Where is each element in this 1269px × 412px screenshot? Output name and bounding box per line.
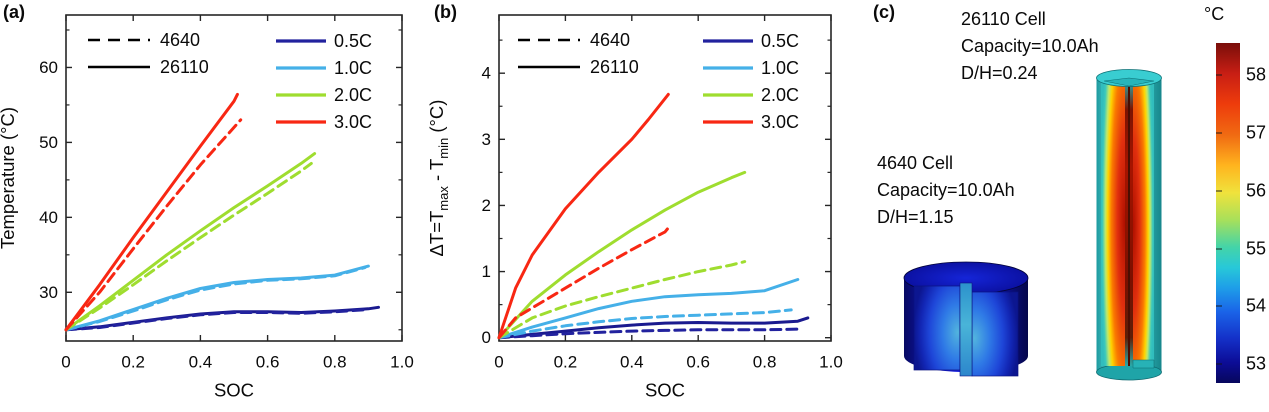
axes-box — [498, 14, 832, 342]
series-4640-2.0c — [64, 161, 313, 332]
y-axis-label: Temperature (°C) — [0, 107, 18, 249]
cell-4640-center-core — [959, 282, 973, 377]
y-tick-label: 4 — [482, 64, 491, 83]
panel-a-temperature-chart: 0 0.2 0.4 0.6 0.8 1.0 30 40 50 60 SOC Temperature (… — [0, 2, 414, 401]
colorbar-tick-mark — [1216, 247, 1222, 250]
cell-4640-capacity: Capacity=10.0Ah — [877, 180, 1015, 200]
colorbar-tick-label: 53 — [1246, 353, 1267, 374]
cell-26110-mandrel-line — [1128, 81, 1130, 366]
cell-26110-cut-face-left — [1101, 81, 1125, 366]
panel-c-thermal-render: (c) 26110 Cell Capacity=10.0Ah D/H=0.24 … — [860, 0, 1269, 412]
series-26110-2.0c — [64, 152, 317, 332]
legend-linestyle-label: 26110 — [160, 57, 209, 77]
y-tick-label: 3 — [482, 130, 491, 149]
legend-series-label: 2.0C — [761, 85, 799, 105]
x-tick-label: 0 — [494, 353, 503, 372]
panel-c-label: (c) — [873, 2, 895, 22]
x-axis-label: SOC — [645, 380, 685, 401]
series-26110-2.0c — [497, 170, 747, 340]
legend-series-label: 3.0C — [761, 112, 799, 132]
legend-series-label: 1.0C — [334, 58, 372, 78]
y-tick-label: 0 — [482, 328, 491, 347]
cell-4640-cut-face-left — [913, 285, 961, 371]
cell-4640-render — [903, 261, 1029, 377]
colorbar-tick-mark — [1216, 74, 1222, 77]
cell-26110-render — [1096, 69, 1162, 381]
colorbar-tick-mark — [1216, 189, 1222, 192]
x-axis-label: SOC — [214, 380, 254, 401]
series-4640-0.5c — [64, 308, 370, 332]
series-4640-1.0c — [497, 308, 793, 340]
panel-label: (a) — [3, 2, 25, 22]
colorbar-tick-label: 57 — [1246, 122, 1267, 143]
colorbar-tick-label: 54 — [1246, 295, 1267, 316]
series-26110-0.5c — [497, 316, 810, 340]
x-tick-label: 0.4 — [189, 353, 213, 372]
x-tick-label: 0.6 — [256, 353, 280, 372]
x-tick-label: 1.0 — [390, 353, 414, 372]
x-tick-label: 0.2 — [121, 353, 145, 372]
cell-26110-bottom-step — [1132, 359, 1155, 369]
colorbar-tick-mark — [1216, 305, 1222, 308]
cell-4640-cut-face-right — [971, 291, 1019, 377]
y-tick-label: 2 — [482, 196, 491, 215]
x-tick-label: 1.0 — [819, 353, 843, 372]
panel-label: (b) — [434, 2, 457, 22]
x-tick-label: 0 — [61, 353, 70, 372]
legend-series-label: 2.0C — [334, 85, 372, 105]
x-tick-label: 0.2 — [554, 353, 578, 372]
series-4640-3.0c — [497, 226, 670, 340]
y-tick-label: 60 — [39, 58, 58, 77]
x-tick-label: 0.8 — [753, 353, 777, 372]
cell-4640-dh-ratio: D/H=1.15 — [877, 207, 954, 227]
cell-26110-dh-ratio: D/H=0.24 — [961, 63, 1038, 83]
colorbar-tick-label: 56 — [1246, 180, 1267, 201]
cell-26110-name: 26110 Cell — [961, 9, 1046, 29]
y-tick-label: 40 — [39, 208, 58, 227]
panel-b-delta-t-chart: 0 0.2 0.4 0.6 0.8 1.0 0 1 2 3 4 SOC ΔT=Tmax - Tmin (… — [426, 2, 843, 401]
cell-4640-info: 4640 Cell Capacity=10.0Ah D/H=1.15 — [877, 150, 1015, 231]
series-4640-1.0c — [64, 266, 367, 332]
legend-series-label: 1.0C — [761, 58, 799, 78]
y-tick-label: 1 — [482, 262, 491, 281]
y-axis-label: ΔT=Tmax - Tmin (°C) — [426, 100, 451, 257]
legend-linestyle-label: 4640 — [590, 30, 630, 50]
series-4640-3.0c — [64, 118, 243, 332]
y-tick-label: 50 — [39, 133, 58, 152]
y-tick-label: 30 — [39, 283, 58, 302]
legend-linestyle-label: 4640 — [160, 30, 200, 50]
legend-series-label: 0.5C — [761, 31, 799, 51]
colorbar-unit-label: °C — [1204, 4, 1225, 24]
cell-26110-cut-face-right — [1133, 84, 1154, 367]
colorbar — [1216, 43, 1240, 383]
colorbar-tick-label: 58 — [1246, 64, 1267, 85]
x-tick-label: 0.8 — [323, 353, 347, 372]
series-26110-3.0c — [64, 92, 239, 332]
colorbar-tick-mark — [1216, 362, 1222, 365]
axes-box — [65, 14, 403, 342]
series-26110-3.0c — [497, 92, 670, 340]
series-4640-2.0c — [497, 260, 747, 340]
colorbar-tick-mark — [1216, 132, 1222, 135]
series-26110-1.0c — [497, 278, 800, 340]
colorbar-tick-label: 55 — [1246, 238, 1267, 258]
cell-26110-top-cut-notch — [1103, 77, 1155, 87]
legend-linestyle-label: 26110 — [590, 57, 639, 77]
series-4640-0.5c — [497, 327, 800, 340]
legend-series-label: 0.5C — [334, 31, 372, 51]
x-tick-label: 0.6 — [686, 353, 710, 372]
cell-26110-capacity: Capacity=10.0Ah — [961, 36, 1099, 56]
x-tick-label: 0.4 — [620, 353, 644, 372]
legend-series-label: 3.0C — [334, 112, 372, 132]
cell-4640-name: 4640 Cell — [877, 153, 954, 173]
cell-26110-info: 26110 Cell Capacity=10.0Ah D/H=0.24 — [961, 6, 1099, 87]
